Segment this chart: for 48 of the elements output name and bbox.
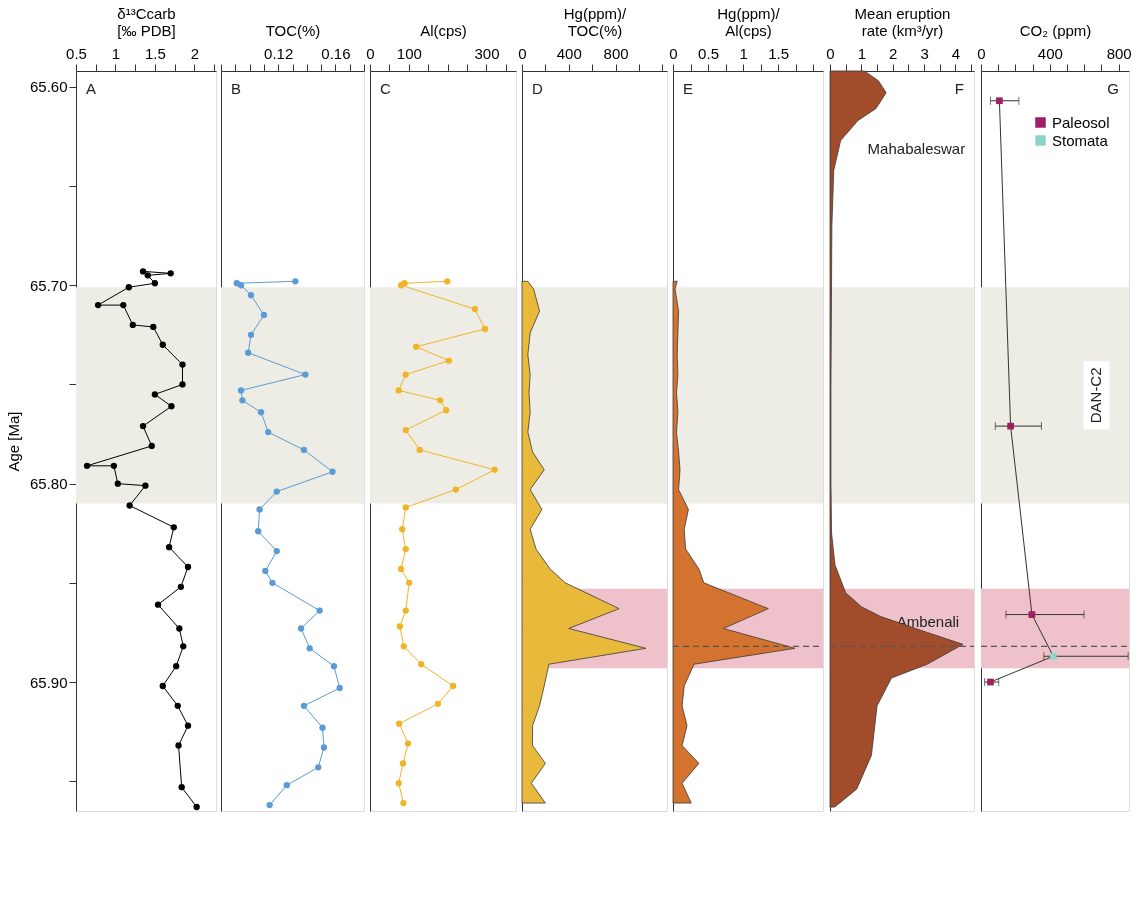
x-tick-label: 0 <box>977 44 986 62</box>
annotation: E <box>683 80 694 97</box>
x-tick-label: 0.5 <box>698 44 719 62</box>
x-tick-label: 3 <box>920 44 929 62</box>
x-tick-label: 1.5 <box>768 44 790 62</box>
x-axis-title: Mean eruption rate (km³/yr) <box>854 4 951 39</box>
legend-label: Stomata <box>1052 131 1109 149</box>
y-tick-label: 65.90 <box>29 673 68 691</box>
x-tick-label: 1 <box>857 44 867 62</box>
x-tick-label: 0.5 <box>66 44 87 62</box>
band-label: DAN-C2 <box>1087 367 1105 424</box>
x-tick-label: 0.12 <box>264 44 294 62</box>
x-axis-title: Hg(ppm)/ Al(cps) <box>717 4 781 39</box>
x-axis-title: Al(cps) <box>420 21 467 39</box>
x-axis-title: Hg(ppm)/ TOC(%) <box>563 4 628 39</box>
x-tick-label: 400 <box>556 44 582 62</box>
x-tick-label: 100 <box>396 44 422 62</box>
x-tick-label: 1 <box>739 44 748 62</box>
x-tick-label: 0 <box>826 44 835 62</box>
annotation: C <box>380 80 391 97</box>
band-label: Ambenali <box>896 613 960 631</box>
y-tick-label: 65.80 <box>29 475 68 493</box>
x-tick-label: 800 <box>1106 44 1132 62</box>
annotation: A <box>86 80 97 97</box>
x-tick-label: 0 <box>518 44 527 62</box>
annotation: Mahabaleswar <box>867 139 966 157</box>
annotation: B <box>231 80 242 97</box>
x-tick-label: 0 <box>366 44 375 62</box>
x-tick-label: 2 <box>889 44 898 62</box>
x-axis-title: CO₂ (ppm) <box>1019 21 1092 39</box>
y-tick-label: 65.60 <box>29 78 68 96</box>
x-tick-label: 800 <box>603 44 629 62</box>
x-tick-label: 400 <box>1037 44 1063 62</box>
x-axis-title: δ¹³Ccarb [‰ PDB] <box>117 4 176 39</box>
annotation: G <box>1107 80 1119 97</box>
x-tick-label: 0 <box>669 44 678 62</box>
y-tick-label: 65.70 <box>29 276 68 294</box>
annotation: F <box>954 80 964 97</box>
x-tick-label: 4 <box>951 44 961 62</box>
annotation: D <box>532 80 543 97</box>
x-axis-title: TOC(%) <box>265 21 321 39</box>
x-tick-label: 1 <box>111 44 121 62</box>
x-tick-label: 300 <box>474 44 500 62</box>
y-axis-title: Age [Ma] <box>4 411 22 472</box>
x-tick-label: 2 <box>190 44 199 62</box>
x-tick-label: 1.5 <box>144 44 166 62</box>
legend-label: Paleosol <box>1052 113 1110 131</box>
x-tick-label: 0.16 <box>321 44 351 62</box>
